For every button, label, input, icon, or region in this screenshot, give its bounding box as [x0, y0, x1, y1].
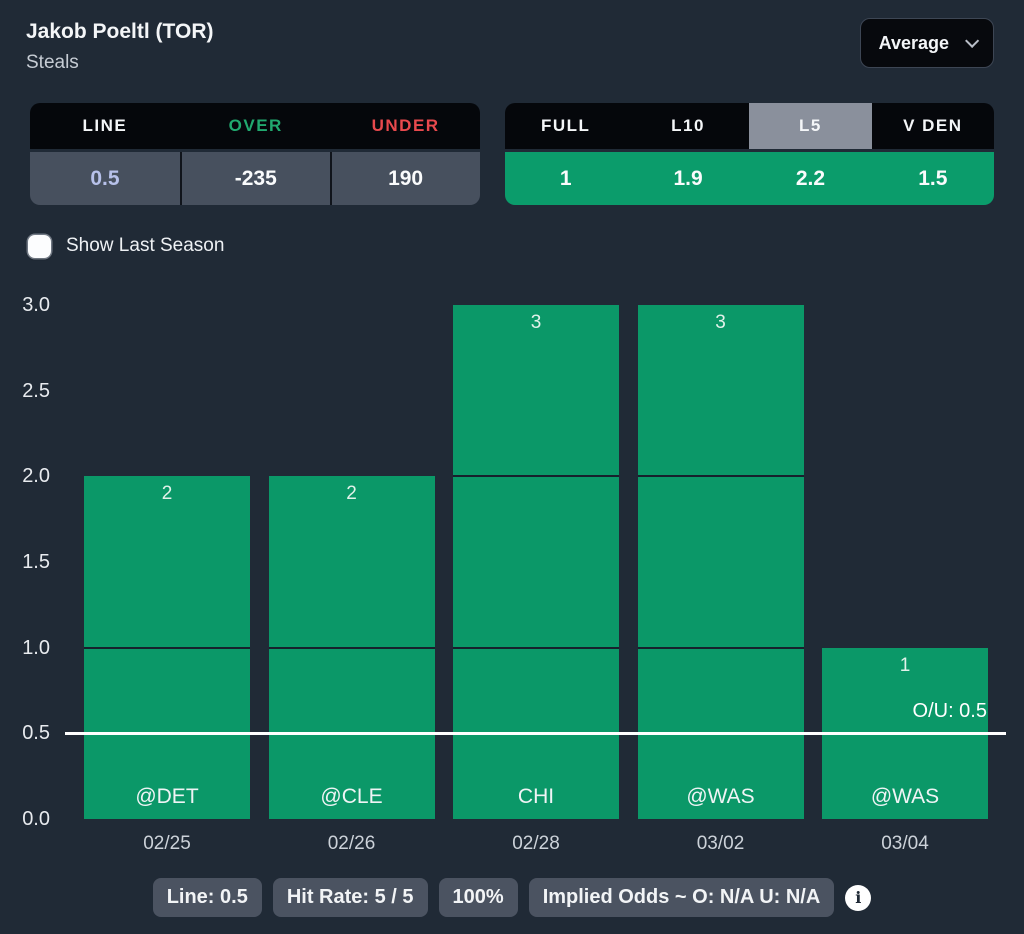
odds-table: LINE OVER UNDER 0.5 -235 190: [30, 103, 480, 205]
odds-table-header: LINE OVER UNDER: [30, 103, 480, 149]
steals-bar-chart: 3.0 2.5 2.0 1.5 1.0 0.5 0.0 2 @DET 02/25 2 @CLE 02/2…: [0, 284, 1024, 859]
footer-stats: Line: 0.5 Hit Rate: 5 / 5 100% Implied Odds…: [0, 878, 1024, 917]
x-axis-date: 03/04: [881, 832, 929, 854]
x-axis-date: 02/26: [327, 832, 376, 854]
split-value-v-den: 1.5: [918, 166, 948, 190]
split-value-full: 1: [559, 166, 572, 190]
bar-opponent-label: CHI: [517, 784, 555, 808]
bar-02/25: 2 @DET: [84, 476, 250, 819]
bar-opponent-label: @DET: [135, 784, 199, 808]
page-title: Jakob Poeltl (TOR): [26, 20, 214, 43]
y-tick-2.0: 2.0: [22, 465, 50, 488]
odds-header-under: UNDER: [329, 103, 480, 149]
bar-segment-divider: [84, 646, 250, 649]
bar-segment-divider: [637, 646, 804, 649]
over-under-label: O/U: 0.5: [912, 700, 987, 723]
tables-row: LINE OVER UNDER 0.5 -235 190 FULL L10 L5 V DEN …: [30, 103, 994, 205]
y-tick-2.5: 2.5: [22, 379, 50, 402]
stat-badge-0: Line: 0.5: [152, 878, 262, 917]
split-value-l10: 1.9: [673, 166, 703, 190]
over-under-line: [65, 731, 1006, 735]
tab-l5[interactable]: L5: [749, 103, 872, 149]
bar-value-label: 1: [899, 654, 911, 676]
odds-header-line: LINE: [82, 116, 128, 135]
bar-02/26: 2 @CLE: [268, 476, 435, 819]
stat-badge-3: Implied Odds ~ O: N/A U: N/A: [528, 878, 835, 917]
bar-value-label: 2: [161, 483, 173, 505]
bar-opponent-label: @WAS: [686, 784, 755, 808]
bar-value-label: 3: [715, 312, 726, 333]
splits-table: FULL L10 L5 V DEN 1 1.9 2.2 1.5: [504, 103, 994, 205]
bar-segment-divider: [453, 475, 619, 478]
average-dropdown-label: Average: [878, 32, 949, 53]
bar-03/02: 3 @WAS: [637, 305, 804, 819]
show-last-season-row[interactable]: Show Last Season: [28, 233, 224, 259]
y-tick-0.5: 0.5: [22, 722, 50, 745]
y-tick-1.0: 1.0: [22, 636, 50, 659]
header-text: Jakob Poeltl (TOR) Steals: [26, 18, 213, 75]
odds-table-values: 0.5 -235 190: [30, 152, 480, 205]
show-last-season-label: Show Last Season: [66, 235, 225, 256]
average-dropdown[interactable]: Average: [859, 18, 994, 68]
bar-opponent-label: @WAS: [870, 784, 940, 808]
tab-v-den[interactable]: V DEN: [903, 116, 963, 135]
y-tick-1.5: 1.5: [22, 550, 50, 573]
bar-segment-divider: [268, 646, 435, 649]
header: Jakob Poeltl (TOR) Steals Average: [0, 18, 1024, 75]
x-axis-date: 02/28: [512, 832, 560, 854]
bar-value-label: 3: [530, 312, 542, 333]
bar-segment-divider: [637, 475, 804, 478]
stat-badge-1: Hit Rate: 5 / 5: [272, 878, 428, 917]
odds-value-line: 0.5: [90, 166, 120, 190]
tab-l10[interactable]: L10: [671, 116, 705, 135]
stat-badge-2: 100%: [438, 878, 518, 917]
show-last-season-checkbox[interactable]: [28, 234, 51, 258]
bar-02/28: 3 CHI: [453, 305, 619, 819]
info-icon[interactable]: i: [845, 884, 872, 911]
x-axis-date: 03/02: [696, 832, 745, 854]
odds-header-over: OVER: [179, 103, 330, 149]
odds-value-under: 190: [329, 152, 480, 205]
stat-subtitle: Steals: [26, 52, 79, 73]
bar-opponent-label: @CLE: [320, 784, 383, 808]
y-tick-0.0: 0.0: [22, 807, 50, 830]
bar-segment-divider: [453, 646, 619, 649]
x-axis-date: 02/25: [143, 832, 191, 854]
bar-value-label: 2: [346, 483, 357, 505]
split-value-l5: 2.2: [795, 166, 826, 190]
chevron-down-icon: [965, 33, 980, 48]
y-tick-3.0: 3.0: [22, 294, 50, 316]
odds-value-over: -235: [179, 152, 330, 205]
tab-full[interactable]: FULL: [540, 116, 591, 135]
splits-tabs: FULL L10 L5 V DEN: [504, 103, 994, 149]
splits-values: 1 1.9 2.2 1.5: [504, 152, 994, 205]
